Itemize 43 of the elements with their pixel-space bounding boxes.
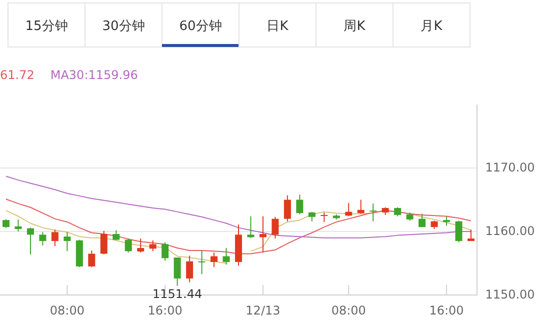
x-tick-label: 16:00 bbox=[148, 303, 182, 318]
candlestick bbox=[455, 220, 462, 243]
candlestick bbox=[198, 250, 206, 275]
candlestick bbox=[370, 203, 377, 222]
x-tick-label: 16:00 bbox=[429, 303, 464, 318]
candlestick bbox=[259, 216, 266, 253]
candlestick bbox=[51, 229, 58, 247]
x-tick-label: 08:00 bbox=[50, 303, 84, 318]
candlestick bbox=[308, 211, 316, 222]
candlestick bbox=[88, 250, 96, 268]
text: MA30:1159.96 bbox=[50, 68, 138, 82]
candlestick bbox=[296, 194, 304, 215]
candlestick bbox=[345, 202, 352, 217]
candlestick bbox=[162, 242, 169, 262]
candlestick bbox=[112, 230, 120, 241]
y-tick-label: 1170.00 bbox=[485, 160, 535, 174]
candlestick bbox=[443, 216, 450, 226]
candlestick bbox=[222, 248, 230, 266]
y-tick-label: 1150.00 bbox=[485, 287, 535, 302]
line-series bbox=[6, 176, 472, 238]
candlestick bbox=[320, 212, 328, 222]
candlestick bbox=[64, 232, 71, 252]
candlestick bbox=[186, 255, 194, 283]
candlestick bbox=[247, 216, 254, 238]
x-tick-label: 12/13 bbox=[246, 303, 280, 318]
candlestick bbox=[357, 199, 364, 214]
candlestick bbox=[39, 232, 46, 246]
candlestick bbox=[100, 230, 108, 255]
text: 61.72 bbox=[0, 68, 34, 82]
candlestick bbox=[210, 252, 218, 268]
candlestick bbox=[14, 218, 22, 232]
candlestick bbox=[418, 213, 426, 228]
candlestick bbox=[272, 216, 279, 239]
tabs: 15分钟 30分钟 60分钟 日K 周K 月K bbox=[8, 2, 470, 48]
candlestick bbox=[174, 257, 181, 286]
candlestick bbox=[284, 194, 291, 222]
candlestick bbox=[124, 238, 132, 253]
x-tick-label: 08:00 bbox=[331, 303, 366, 318]
y-tick-label: 1160.00 bbox=[485, 224, 535, 238]
candlestick bbox=[26, 227, 34, 255]
candlestick bbox=[149, 240, 156, 252]
annotation: 1151.44 bbox=[152, 287, 202, 302]
candlestick bbox=[137, 238, 144, 253]
